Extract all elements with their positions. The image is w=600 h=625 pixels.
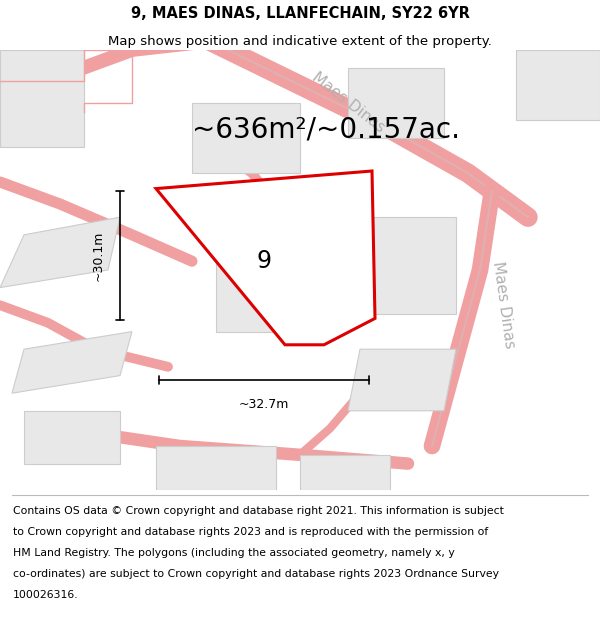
Polygon shape [0, 50, 84, 147]
Polygon shape [156, 171, 375, 345]
Text: 9: 9 [257, 249, 271, 273]
Text: Maes Dinas: Maes Dinas [490, 261, 518, 350]
Text: to Crown copyright and database rights 2023 and is reproduced with the permissio: to Crown copyright and database rights 2… [13, 527, 488, 537]
Text: Map shows position and indicative extent of the property.: Map shows position and indicative extent… [108, 34, 492, 48]
Polygon shape [24, 411, 120, 464]
Polygon shape [156, 446, 276, 490]
Text: 100026316.: 100026316. [13, 590, 79, 600]
Text: ~30.1m: ~30.1m [92, 231, 105, 281]
Text: co-ordinates) are subject to Crown copyright and database rights 2023 Ordnance S: co-ordinates) are subject to Crown copyr… [13, 569, 499, 579]
Polygon shape [0, 217, 120, 288]
Text: HM Land Registry. The polygons (including the associated geometry, namely x, y: HM Land Registry. The polygons (includin… [13, 548, 455, 558]
Polygon shape [192, 102, 300, 173]
Text: Maes Dinas: Maes Dinas [309, 70, 387, 136]
Text: ~636m²/~0.157ac.: ~636m²/~0.157ac. [192, 115, 460, 143]
Polygon shape [360, 217, 456, 314]
Polygon shape [348, 349, 456, 411]
Polygon shape [216, 261, 312, 332]
Polygon shape [300, 455, 390, 490]
Text: 9, MAES DINAS, LLANFECHAIN, SY22 6YR: 9, MAES DINAS, LLANFECHAIN, SY22 6YR [131, 6, 469, 21]
Polygon shape [348, 68, 444, 138]
Text: Contains OS data © Crown copyright and database right 2021. This information is : Contains OS data © Crown copyright and d… [13, 506, 504, 516]
Polygon shape [516, 50, 600, 121]
Text: ~32.7m: ~32.7m [239, 398, 289, 411]
Polygon shape [12, 332, 132, 393]
